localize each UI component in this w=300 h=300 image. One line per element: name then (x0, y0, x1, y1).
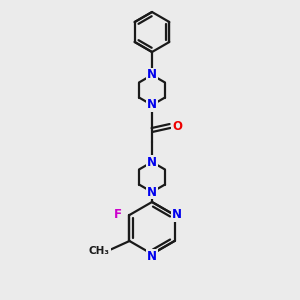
Text: F: F (113, 208, 122, 221)
Text: N: N (147, 98, 157, 112)
Text: O: O (172, 119, 182, 133)
Text: CH₃: CH₃ (89, 246, 110, 256)
Text: N: N (172, 208, 182, 221)
Text: N: N (147, 68, 157, 82)
Text: N: N (147, 155, 157, 169)
Text: N: N (147, 185, 157, 199)
Text: N: N (147, 250, 157, 262)
